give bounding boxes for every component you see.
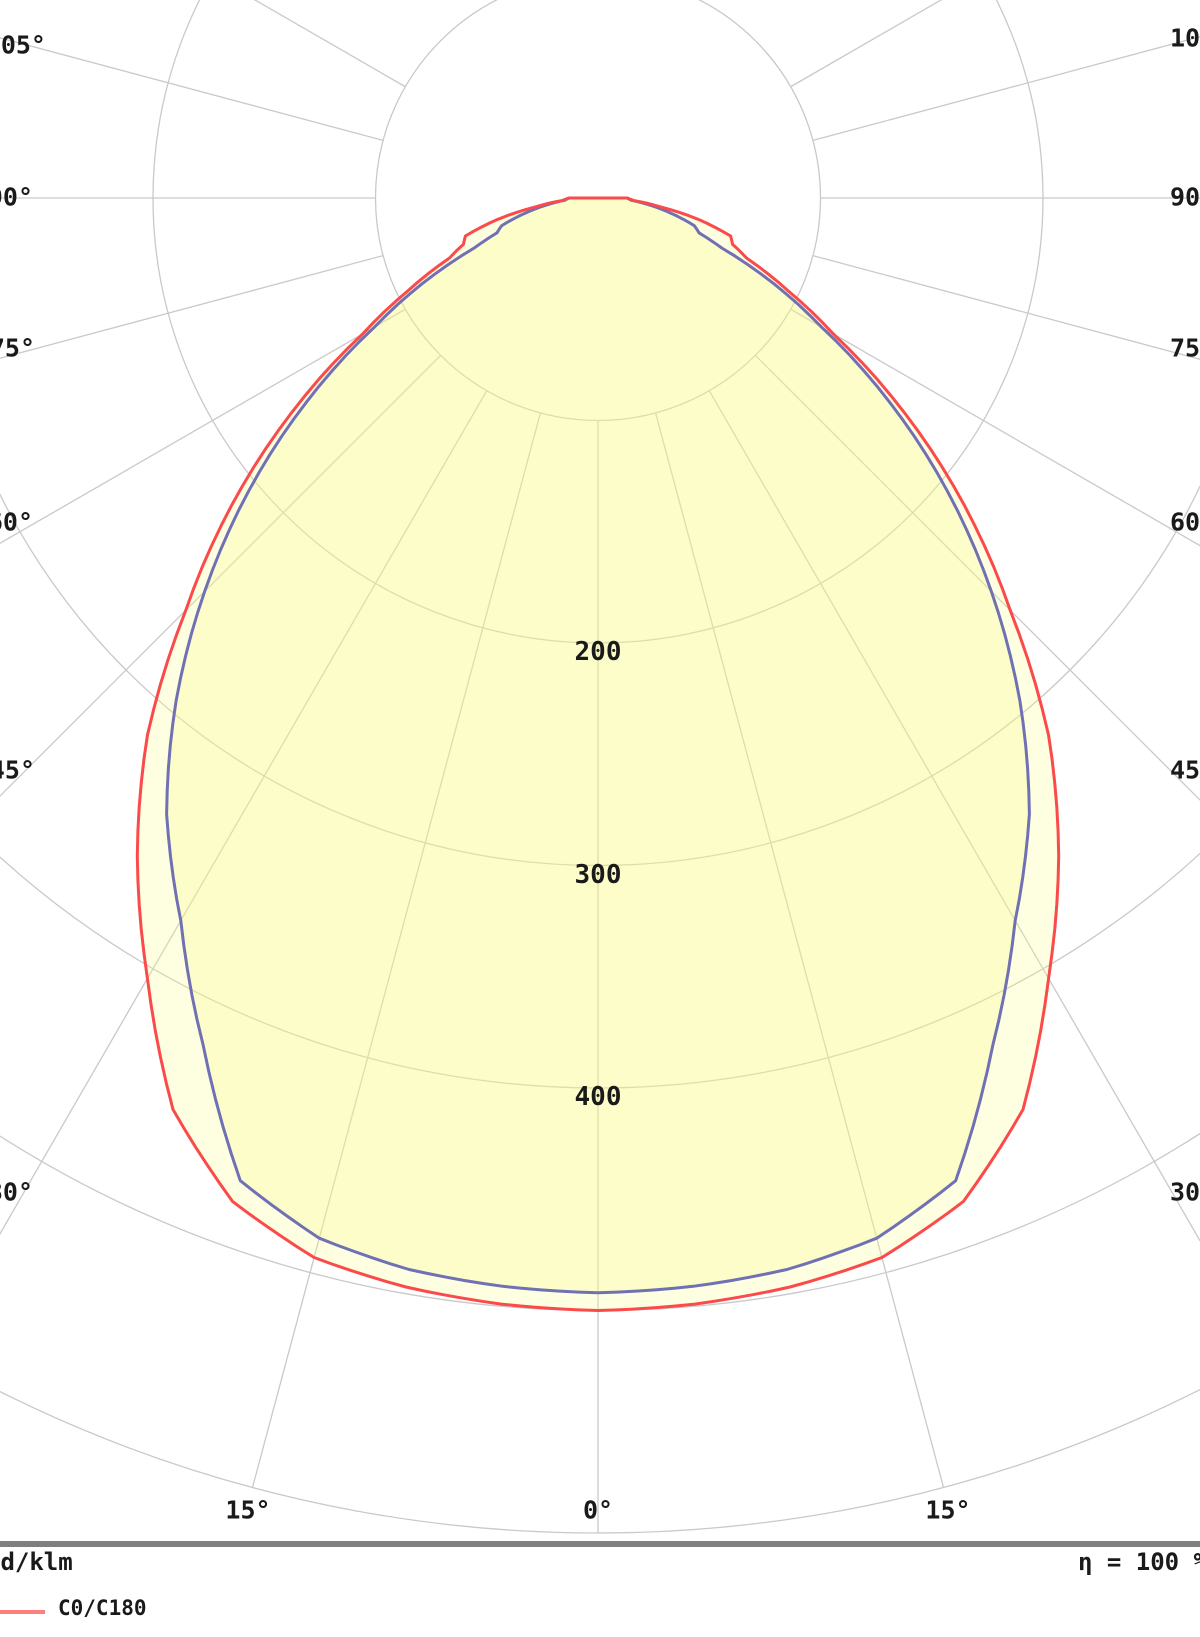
angle-label-right-45°: 45°	[1170, 756, 1200, 785]
angle-label-left-105°: 105°	[0, 31, 46, 60]
angle-label-bottom-0: 15°	[225, 1496, 270, 1525]
units-label: cd/klm	[0, 1548, 73, 1576]
grid-spoke--30	[0, 390, 488, 1236]
grid-spoke-120	[790, 0, 943, 88]
grid-spoke-75	[812, 254, 1200, 360]
distribution-curves	[135, 196, 1061, 1312]
angle-label-right-90°: 90°	[1170, 183, 1200, 212]
grid-spoke-30	[708, 390, 1200, 1242]
angle-label-right-105°: 105°	[1170, 24, 1200, 53]
footer-separator	[0, 1541, 1200, 1547]
ring-label-200: 200	[575, 637, 622, 667]
angle-label-left-30°: 30°	[0, 1178, 33, 1207]
grid-spoke--105	[0, 37, 384, 142]
grid-spoke-60	[790, 308, 1200, 547]
angle-label-right-60°: 60°	[1170, 508, 1200, 537]
red-curve	[135, 196, 1061, 1312]
grid-spoke--75	[0, 254, 384, 359]
angle-label-bottom-1: 0°	[583, 1496, 613, 1525]
grid-spoke--120	[253, 0, 406, 88]
grid-spoke--15	[251, 412, 542, 1488]
angle-label-left-90°: 90°	[0, 183, 33, 212]
angle-label-bottom-2: 15°	[925, 1496, 970, 1525]
axis-labels: 200 300 400 105° 90° 75° 60° 45° 30° 105° 90° 75° 60…	[0, 24, 1200, 1525]
legend-line-sample	[0, 1610, 45, 1614]
grid-spoke-15	[654, 412, 945, 1488]
blue-curve	[165, 196, 1031, 1295]
angle-label-left-75°: 75°	[0, 334, 35, 363]
grid-spoke--60	[0, 308, 406, 545]
grid-spoke--45	[0, 354, 442, 797]
angle-label-left-45°: 45°	[0, 756, 35, 785]
legend-label: C0/C180	[58, 1596, 147, 1620]
efficiency-label: η = 100 %	[1077, 1548, 1200, 1576]
ring-label-400: 400	[575, 1082, 622, 1112]
grid-spoke-45	[754, 354, 1200, 801]
angle-label-right-30°: 30°	[1170, 1178, 1200, 1207]
ring-label-300: 300	[575, 860, 622, 890]
polar-grid	[0, 0, 1200, 1534]
angle-label-left-60°: 60°	[0, 508, 33, 537]
angle-label-right-75°: 75°	[1170, 334, 1200, 363]
grid-spoke-105	[812, 36, 1200, 142]
